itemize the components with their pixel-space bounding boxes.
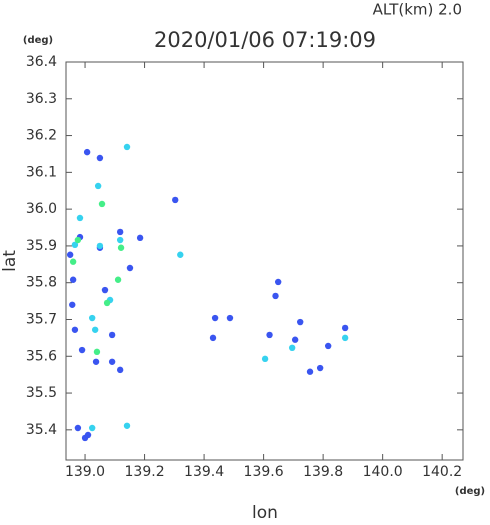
y-tick-label: 36.3 — [26, 91, 57, 107]
echo-point — [71, 326, 79, 333]
echo-point — [117, 244, 125, 251]
echo-point — [66, 251, 74, 258]
echo-point — [84, 431, 92, 439]
echo-point — [136, 234, 144, 242]
echo-point — [74, 424, 82, 432]
y-tick-label: 35.7 — [26, 311, 57, 327]
echo-point — [94, 182, 102, 190]
echo-point — [114, 276, 122, 283]
y-tick-label: 35.6 — [26, 348, 57, 364]
echo-point — [172, 196, 179, 204]
echo-point — [69, 258, 77, 265]
echo-point — [297, 318, 304, 326]
echo-point — [261, 355, 269, 363]
echo-point — [103, 299, 111, 307]
echo-point — [266, 331, 273, 339]
echo-point — [177, 251, 184, 258]
y-tick-label: 35.8 — [26, 275, 57, 291]
y-tick-label: 36.2 — [26, 128, 57, 144]
echo-point — [209, 334, 217, 342]
echo-point — [123, 143, 131, 151]
echo-point — [88, 424, 96, 432]
y-tick-label: 35.9 — [26, 238, 57, 254]
chart-subtitle: ALT(km) 2.0 — [373, 1, 462, 19]
echo-point — [91, 326, 99, 333]
echo-point — [78, 346, 86, 354]
echo-point — [69, 301, 76, 308]
echo-point — [88, 314, 96, 322]
echo-point — [116, 228, 124, 236]
echo-point — [93, 348, 101, 356]
echo-point — [288, 344, 296, 352]
echo-point — [96, 154, 104, 162]
echo-point — [71, 241, 79, 249]
echo-point — [291, 336, 299, 343]
echo-point — [108, 358, 116, 365]
x-tick-label: 139.2 — [125, 464, 165, 480]
x-tick-label: 140.2 — [422, 464, 462, 480]
x-tick-label: 139.8 — [303, 464, 343, 480]
echo-point — [341, 324, 349, 332]
x-tick-label: 139.4 — [184, 464, 224, 480]
echo-point — [116, 236, 124, 244]
y-tick-label: 35.5 — [26, 385, 57, 401]
x-unit: (deg) — [455, 486, 485, 497]
echo-point — [83, 148, 91, 156]
y-unit: (deg) — [23, 35, 53, 46]
echo-point — [92, 358, 100, 365]
plot-frame — [65, 61, 464, 461]
x-tick-label: 139.0 — [65, 464, 105, 480]
echo-point — [272, 292, 279, 300]
echo-point — [274, 278, 282, 286]
echo-point — [226, 314, 234, 322]
x-axis-label: lon — [252, 503, 278, 521]
x-tick-label: 139.6 — [244, 464, 284, 480]
echo-point — [69, 276, 77, 283]
echo-point — [211, 314, 219, 322]
y-tick-label: 36.0 — [26, 201, 57, 217]
echo-point — [98, 200, 106, 208]
y-axis-label: lat — [0, 250, 20, 272]
y-tick-label: 36.1 — [26, 164, 57, 180]
echo-point — [96, 242, 104, 250]
echo-point — [341, 334, 349, 342]
echo-point — [116, 366, 124, 374]
echo-point — [316, 364, 324, 372]
echo-point — [108, 331, 116, 339]
echo-point — [306, 368, 314, 375]
y-tick-label: 36.4 — [26, 54, 57, 70]
echo-point — [101, 286, 109, 294]
echo-point — [123, 422, 131, 429]
echo-point — [76, 214, 84, 222]
x-tick-label: 140.0 — [363, 464, 403, 480]
echo-point — [324, 342, 332, 350]
chart-title: 2020/01/06 07:19:09 — [154, 28, 376, 52]
y-tick-label: 35.4 — [26, 422, 57, 438]
echo-point — [74, 236, 82, 244]
echo-point — [126, 264, 134, 272]
